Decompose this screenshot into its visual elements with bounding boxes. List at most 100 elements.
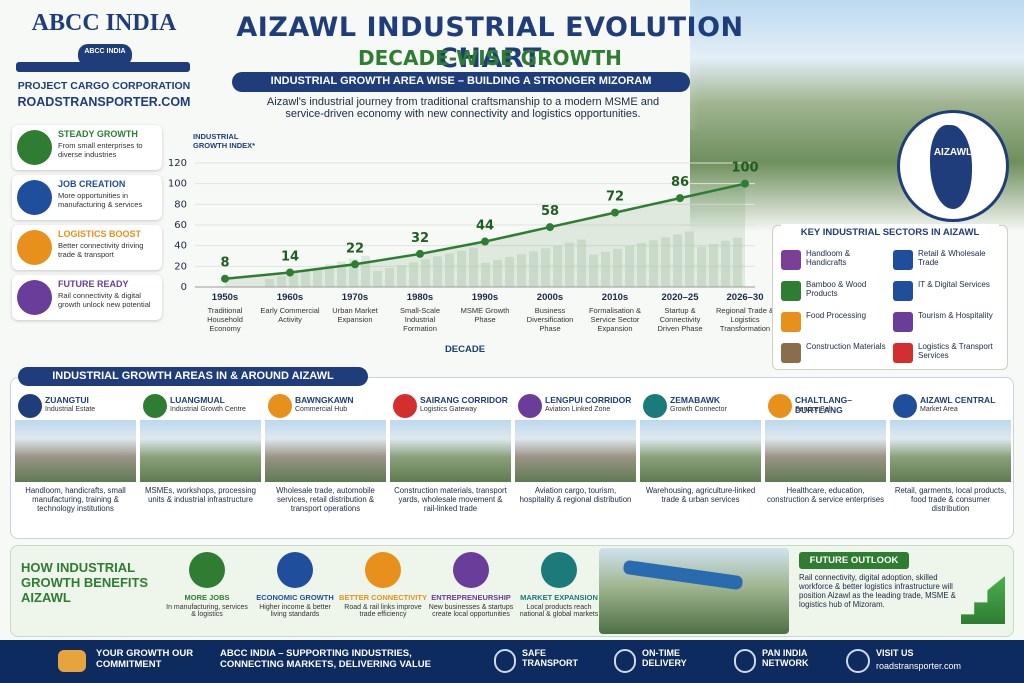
areas-title: INDUSTRIAL GROWTH AREAS IN & AROUND AIZA… bbox=[18, 367, 368, 386]
highlight-text: Rail connectivity & digital growth unloc… bbox=[58, 291, 151, 309]
area-text: Handloom, handicrafts, small manufacturi… bbox=[25, 486, 126, 513]
data-point bbox=[221, 274, 229, 283]
data-point bbox=[481, 237, 489, 246]
skyline-block bbox=[673, 234, 682, 287]
area-photo bbox=[515, 420, 636, 482]
skyline-block bbox=[685, 231, 694, 287]
area-subtitle: Service Belt bbox=[795, 406, 833, 413]
value-label: 86 bbox=[671, 175, 689, 190]
skyline-block bbox=[637, 243, 646, 287]
map-circle: AIZAWL bbox=[897, 110, 1009, 222]
value-label: 44 bbox=[476, 219, 494, 234]
sector-icon bbox=[781, 281, 801, 301]
sector-name: Construction Materials bbox=[806, 342, 886, 351]
benefit-icon bbox=[365, 552, 401, 588]
highlight-title: FUTURE READY bbox=[58, 279, 129, 289]
y-tick-label: 120 bbox=[168, 158, 187, 169]
x-tick-note: MSME Growth Phase bbox=[460, 306, 510, 324]
area-card: AIZAWL CENTRAL Market Area Retail, garment… bbox=[890, 392, 1011, 536]
value-label: 14 bbox=[281, 250, 299, 265]
areas-section: ZUANGTUI Industrial Estate Handloom, handi… bbox=[10, 377, 1014, 539]
area-text: Wholesale trade, automobile services, re… bbox=[276, 486, 375, 513]
benefits-title: HOW INDUSTRIAL GROWTH BENEFITS AIZAWL bbox=[21, 560, 149, 605]
skyline-block bbox=[337, 261, 346, 287]
brand-name: ABCC INDIA bbox=[31, 10, 177, 36]
area-photo bbox=[15, 420, 136, 482]
sector-icon bbox=[893, 343, 913, 363]
area-icon bbox=[18, 394, 42, 418]
benefit-text: Higher income & better living standards bbox=[259, 604, 331, 618]
skyline-block bbox=[709, 243, 718, 287]
skyline-block bbox=[469, 247, 478, 287]
skyline-block bbox=[325, 264, 334, 287]
area-card: LENGPUI CORRIDOR Aviation Linked Zone Avia… bbox=[515, 392, 636, 536]
area-subtitle: Industrial Estate bbox=[45, 406, 96, 413]
value-label: 58 bbox=[541, 204, 559, 219]
area-name: SAIRANG CORRIDOR bbox=[420, 395, 508, 405]
area-subtitle: Commercial Hub bbox=[295, 406, 348, 413]
area-text: MSMEs, workshops, processing units & ind… bbox=[145, 486, 256, 504]
highlight-icon bbox=[17, 230, 52, 265]
feature-text: PAN INDIA NETWORK bbox=[762, 648, 809, 668]
highlight-title: JOB CREATION bbox=[58, 179, 126, 189]
handshake-icon bbox=[58, 650, 86, 672]
feature-text: SAFE TRANSPORT bbox=[522, 648, 578, 668]
area-name: ZUANGTUI bbox=[45, 395, 89, 405]
x-tick-label: 2026–30 bbox=[726, 292, 764, 303]
commitment: YOUR GROWTH OUR COMMITMENT bbox=[96, 648, 194, 670]
sectors-title: KEY INDUSTRIAL SECTORS IN AIZAWL bbox=[781, 224, 999, 241]
subtitle: DECADE-WISE GROWTH bbox=[358, 46, 622, 70]
area-subtitle: Logistics Gateway bbox=[420, 406, 477, 413]
sector-icon bbox=[781, 312, 801, 332]
feature-icon bbox=[734, 649, 756, 673]
skyline-block bbox=[697, 246, 706, 287]
area-subtitle: Market Area bbox=[920, 406, 958, 413]
area-icon bbox=[268, 394, 292, 418]
sector-name: Retail & Wholesale Trade bbox=[918, 249, 986, 267]
data-point bbox=[351, 260, 359, 269]
benefit-text: In manufacturing, services & logistics bbox=[166, 604, 248, 618]
benefit-icon bbox=[541, 552, 577, 588]
benefit-title: ENTREPRENEURSHIP bbox=[431, 593, 511, 602]
highlight-card: LOGISTICS BOOST Better connectivity drivi… bbox=[12, 225, 162, 270]
highlight-text: More opportunities in manufacturing & se… bbox=[58, 191, 143, 209]
skyline-block bbox=[373, 270, 382, 287]
chart-svg: 0 20 40 60 80 100 120 8 14 22 32 44 58 72 86 100 bbox=[168, 158, 759, 293]
x-tick-note: Urban Market Expansion bbox=[332, 306, 378, 324]
highlight-icon bbox=[17, 130, 52, 165]
area-name: LUANGMUAL bbox=[170, 395, 225, 405]
skyline-block bbox=[349, 258, 358, 287]
sector-icon bbox=[781, 343, 801, 363]
area-subtitle: Growth Connector bbox=[670, 406, 727, 413]
x-tick-label: 1990s bbox=[471, 292, 499, 303]
y-tick-label: 60 bbox=[174, 220, 187, 231]
highlight-title: STEADY GROWTH bbox=[58, 129, 138, 139]
skyline-block bbox=[613, 248, 622, 287]
benefit-text: Local products reach national & global m… bbox=[519, 604, 599, 618]
y-tick-label: 0 bbox=[181, 282, 187, 293]
highlight-card: STEADY GROWTH From small enterprises to d… bbox=[12, 125, 162, 170]
sector-name: Handloom & Handicrafts bbox=[806, 249, 851, 267]
x-tick-note: Early Commercial Activity bbox=[260, 306, 320, 324]
feature-text: ON-TIME DELIVERY bbox=[642, 648, 687, 668]
area-fill bbox=[225, 183, 745, 287]
benefit-icon bbox=[453, 552, 489, 588]
x-tick-label: 1950s bbox=[211, 292, 239, 303]
skyline-block bbox=[493, 259, 502, 287]
skyline-block bbox=[577, 239, 586, 287]
data-point bbox=[286, 268, 294, 277]
highlight-icon bbox=[17, 280, 52, 315]
area-card: LUANGMUAL Industrial Growth Centre MSMEs, … bbox=[140, 392, 261, 536]
skyline-block bbox=[505, 257, 514, 287]
area-photo bbox=[140, 420, 261, 482]
skyline-block bbox=[397, 265, 406, 287]
area-photo bbox=[265, 420, 386, 482]
map-label: AIZAWL bbox=[933, 147, 973, 158]
x-tick-label: 1960s bbox=[276, 292, 304, 303]
value-label: 32 bbox=[411, 231, 429, 246]
benefit-icon bbox=[277, 552, 313, 588]
sector-name: Bamboo & Wood Products bbox=[806, 280, 867, 298]
highlight-text: From small enterprises to diverse indust… bbox=[58, 141, 143, 159]
area-text: Retail, garments, local products, food t… bbox=[894, 486, 1007, 513]
